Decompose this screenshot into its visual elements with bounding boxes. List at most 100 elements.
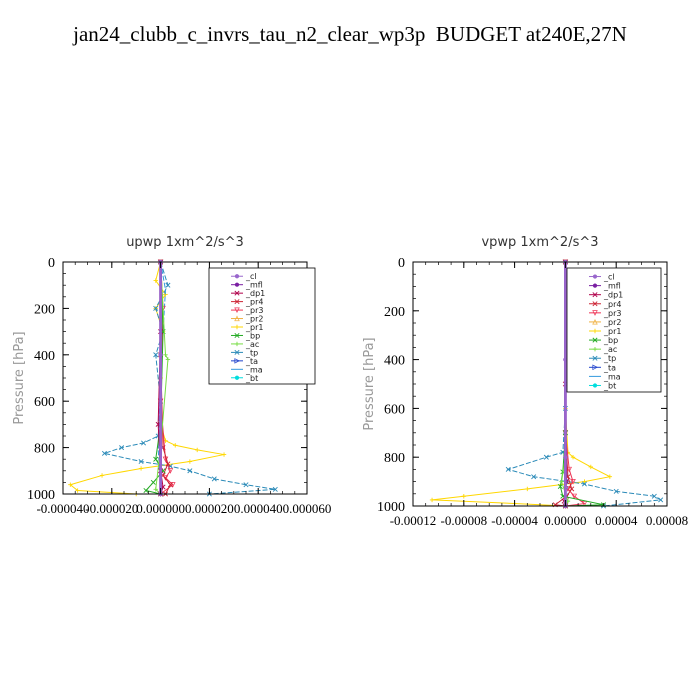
- panel2-ytick-label: 200: [384, 305, 405, 320]
- panel1-legend-label: _cl: [245, 272, 257, 281]
- panel1-point-pr3: [167, 468, 174, 474]
- panel2-legend-label: _ta: [603, 363, 616, 372]
- panel2-legend-label: _bt: [603, 381, 616, 390]
- panel2-xtick-label: -0.00008: [441, 513, 488, 528]
- panel1-legend-marker: [234, 290, 240, 296]
- panel2-point-tp: [613, 488, 619, 494]
- panel1-legend-label: _pr4: [245, 298, 263, 307]
- panel2-point-pr3: [570, 479, 576, 485]
- panel1-point-bp: [153, 456, 159, 462]
- panel1-point-pr1: [221, 452, 227, 457]
- panel1-xtick-label: 0.000020: [185, 501, 234, 516]
- panel2-point-pr3: [581, 501, 588, 507]
- panel1-xtick-label: 0.000060: [283, 501, 332, 516]
- panel2-legend-label: _cl: [603, 273, 615, 282]
- panel1-ytick-label: 0: [48, 256, 55, 271]
- panel2-legend-label: _bp: [603, 336, 618, 345]
- panel1-xtick-label: -0.000040: [36, 501, 89, 516]
- panel2-point-pr3: [571, 493, 578, 500]
- panel1-point-tp: [211, 476, 217, 482]
- panel1-point-pr4: [167, 482, 173, 488]
- panel1-point-pr3: [170, 482, 176, 488]
- panel2-legend-marker: [592, 301, 598, 307]
- panel1-point-pr1: [187, 459, 193, 464]
- panel2-legend-marker: [592, 274, 598, 279]
- panel2-xtick-label: 0.00000: [544, 513, 586, 528]
- panel2-ytick-label: 800: [384, 451, 405, 466]
- panel1-legend-label: _tp: [245, 348, 258, 357]
- panel1-point-bp: [150, 479, 156, 485]
- panel2-point-pr3: [566, 466, 572, 473]
- panel1-legend-label: _pr3: [245, 306, 263, 315]
- panel1-point-pr1: [99, 473, 105, 478]
- panel1-series-pr1: [69, 261, 225, 495]
- panel1-point-tp: [243, 482, 249, 488]
- panel1-legend-marker: [234, 341, 240, 347]
- panel2-point-tp: [531, 474, 537, 480]
- panel1-legend-label: _pr1: [245, 323, 263, 332]
- panel2-legend-marker: [592, 337, 598, 343]
- panel1-point-bp: [143, 488, 149, 494]
- panel2-point-cl: [563, 455, 568, 460]
- panel1-y-axis-label: Pressure [hPa]: [12, 331, 27, 424]
- panel2-legend-label: _pr4: [603, 300, 621, 309]
- panel2-xtick-label: -0.00004: [491, 513, 538, 528]
- panel1-point-tp: [138, 459, 144, 465]
- panel1-legend-marker: [234, 349, 240, 355]
- panel2-point-tp: [505, 466, 511, 472]
- panel2-legend-box: [566, 267, 662, 393]
- panel1-point-pr1: [68, 482, 73, 487]
- figure-title: jan24_clubb_c_invrs_tau_n2_clear_wp3p BU…: [73, 22, 627, 46]
- panel1-point-ac: [165, 357, 171, 362]
- panel2-ytick-label: 1000: [377, 500, 405, 515]
- panel2-point-pr1: [461, 494, 466, 499]
- panel2-legend-label: _ma: [603, 372, 621, 381]
- panel2-legend-label: _ac: [603, 345, 617, 354]
- panel2-legend-marker: [592, 364, 598, 371]
- panel2-legend-marker: [592, 346, 598, 352]
- panel1-point-cl: [158, 445, 163, 450]
- panel2-point-pr1: [525, 486, 530, 492]
- panel1-legend-label: _dp1: [245, 289, 265, 298]
- panel1-legend-marker: [234, 282, 240, 287]
- panel2-legend-label: _mfl: [603, 282, 621, 291]
- panel2-legend-marker: [592, 310, 598, 316]
- panel2-y-axis-label: Pressure [hPa]: [362, 337, 377, 430]
- panel1-ytick-label: 800: [34, 442, 55, 457]
- panel1-point-tp: [141, 440, 147, 446]
- panel1-legend-marker: [234, 332, 240, 338]
- panel2-legend-marker: [592, 383, 598, 388]
- panel1-legend-marker: [234, 274, 240, 279]
- panel1-legend-marker: [234, 307, 240, 314]
- panel2-point-bp: [557, 483, 563, 489]
- panel1-ytick-label: 200: [34, 302, 55, 317]
- panel1-point-tp: [165, 282, 171, 288]
- panel1-series-ac: [155, 261, 169, 495]
- panel1-point-pr1: [153, 278, 158, 283]
- panel2-legend-label: _pr1: [603, 327, 621, 336]
- panel2-legend-label: _tp: [603, 354, 616, 363]
- panel2-legend-label: _pr3: [603, 309, 621, 318]
- panel2-legend-label: _dp1: [603, 291, 623, 300]
- panel1-point-pr1: [138, 466, 144, 471]
- panel2-legend-label: _pr2: [603, 318, 621, 327]
- panel1-xtick-label: -0.000020: [85, 501, 138, 516]
- panel2-xtick-label: 0.00008: [646, 513, 688, 528]
- panel1-point-cl: [158, 352, 163, 357]
- panel2-point-tp: [543, 454, 549, 460]
- panel2-point-pr1: [607, 474, 613, 479]
- panel1-xtick-label: 0.000040: [234, 501, 283, 516]
- panel1-point-tp: [119, 445, 125, 451]
- panel1-point-tp: [153, 305, 159, 311]
- panel1-point-tp: [153, 352, 159, 358]
- panel1-xtick-label: 0.000000: [136, 501, 185, 516]
- panel1-legend-box: [208, 267, 316, 385]
- panel2-ytick-label: 400: [384, 354, 405, 369]
- panel2-ytick-label: 0: [398, 256, 405, 271]
- panel2-point-pr4: [569, 486, 575, 492]
- panel2-title: vpwp 1xm^2/s^3: [481, 235, 598, 250]
- panel2-legend-marker: [592, 318, 598, 325]
- panel1-legend-marker: [234, 375, 240, 380]
- panel2-point-tp: [651, 493, 657, 499]
